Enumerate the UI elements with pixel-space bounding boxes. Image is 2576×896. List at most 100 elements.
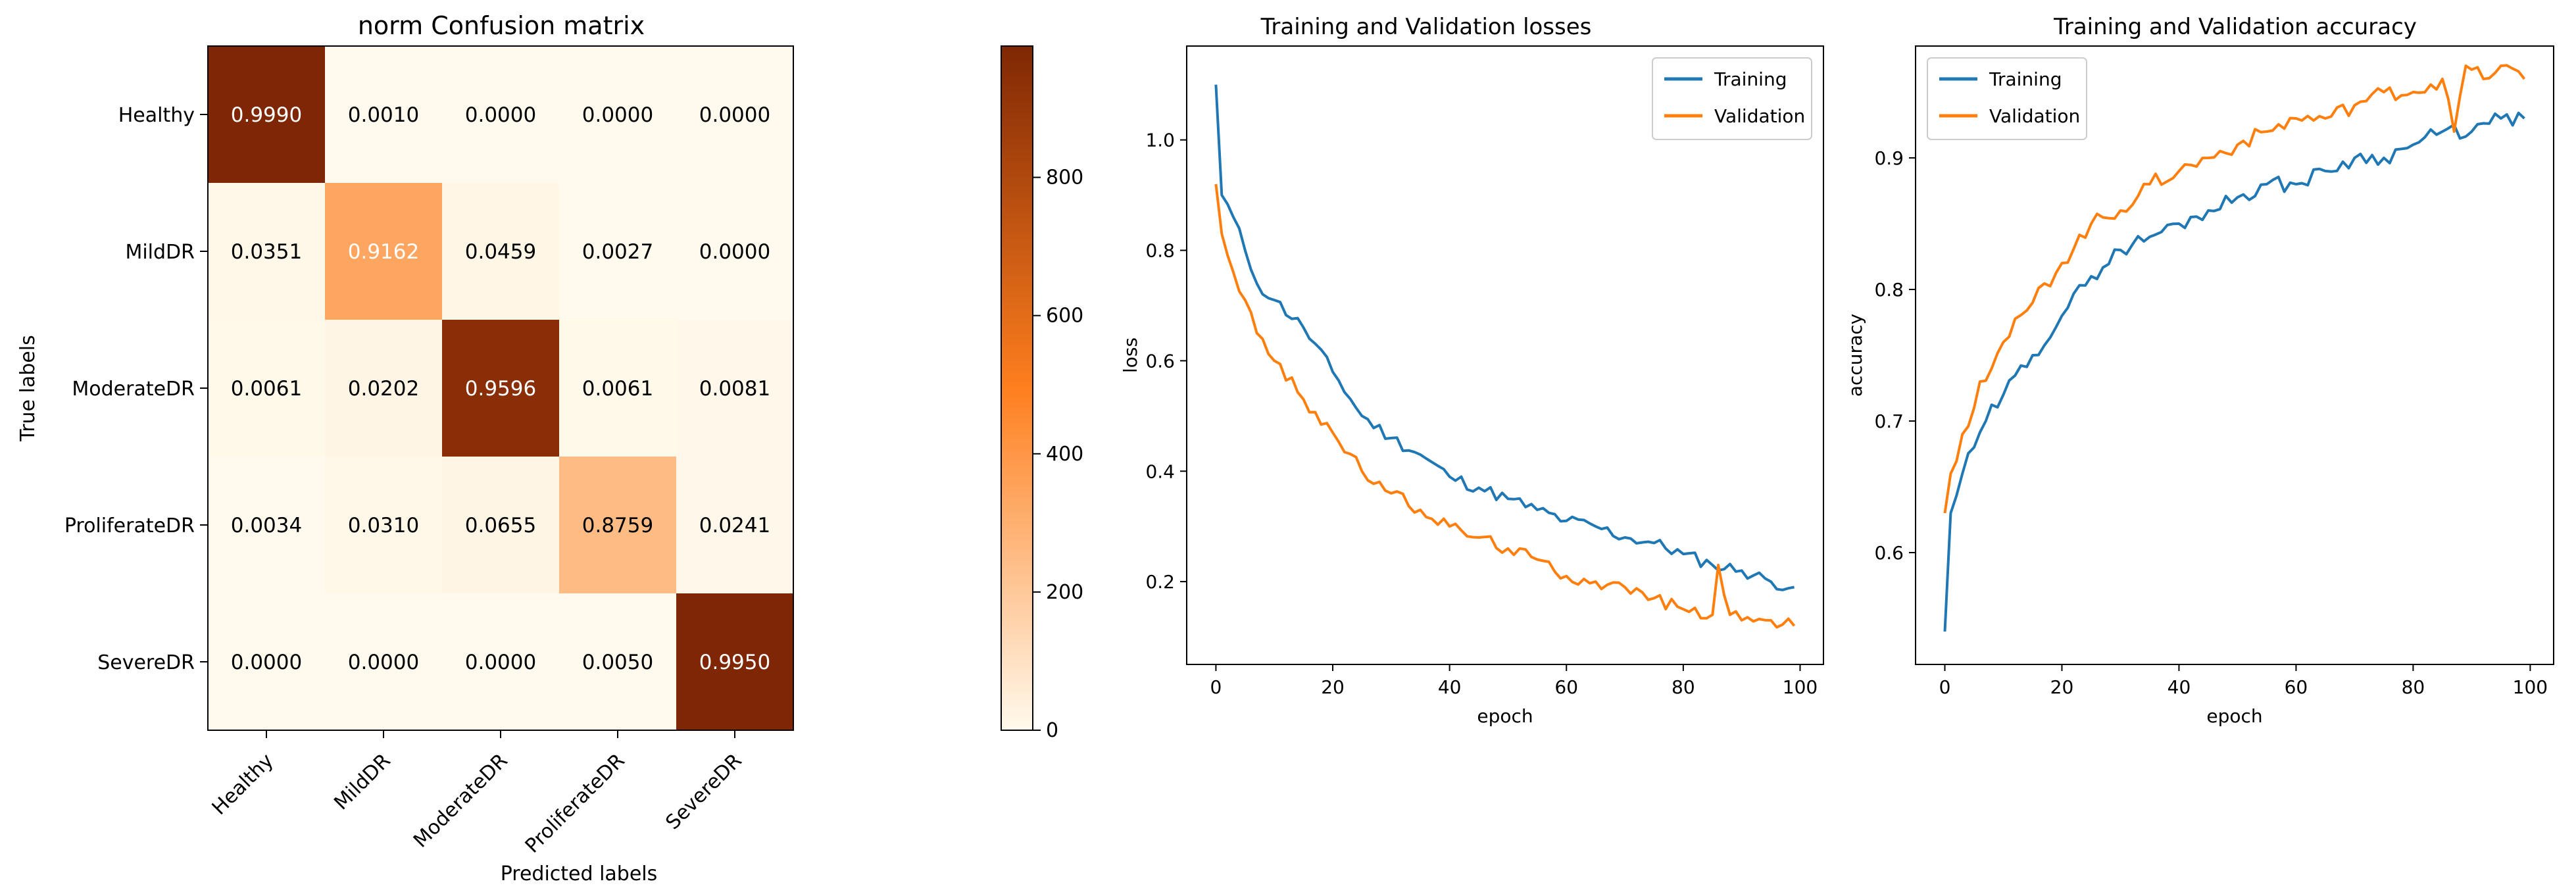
cm-cell-4-4 [676,593,794,731]
cm-cells: 0.9990 0.0010 0.0000 0.0000 0.0000 0.0351 0.91… [208,46,794,731]
accuracy-ticks: 0 20 40 60 80 100 0.6 0.7 0.8 0.9 [1874,147,2548,698]
cm-cell-2-3 [559,320,677,457]
accuracy-lines [1943,64,2526,632]
cm-colorbar-label: 600 [1046,305,1083,328]
accuracy-xtick-label: 20 [2050,676,2074,698]
acc-legend: Training Validation [1927,57,2087,140]
cm-ylabel: True labels [16,335,39,441]
acc-ylabel: accuracy [1845,314,1866,397]
cm-colorbar-ticks: 0 200 400 600 800 [1033,166,1083,742]
cm-cell-value-1-2: 0.0459 [465,240,536,264]
loss-xtick-label: 40 [1438,676,1462,698]
cm-col-label: MildDR [330,749,395,814]
cm-row-label: ModerateDR [72,378,195,401]
loss-ytick-label: 0.4 [1145,460,1175,482]
cm-cell-value-2-1: 0.0202 [348,377,419,401]
loss-xtick-label: 80 [1672,676,1695,698]
acc-title: Training and Validation accuracy [2053,14,2417,40]
cm-cell-2-0 [208,320,326,457]
cm-cell-3-4 [676,457,794,594]
accuracy-ytick-label: 0.7 [1874,411,1904,432]
cm-colorbar [1001,45,1033,731]
loss-ylabel: loss [1120,337,1141,373]
cm-cell-0-3 [559,46,677,184]
cm-cell-1-3 [559,183,677,320]
cm-cell-value-2-2: 0.9596 [465,377,536,401]
cm-cell-value-0-0: 0.9990 [231,103,302,127]
cm-cell-2-4 [676,320,794,457]
cm-cell-3-1 [325,457,443,594]
cm-row-label: MildDR [125,241,195,264]
cm-column-labels: Healthy MildDR ModerateDR ProliferateDR Seve… [208,730,747,858]
loss-panel: Training and Validation losses 0 20 40 60 80… [1120,14,1824,727]
acc-xlabel: epoch [2206,705,2262,727]
acc-legend-training-label: Training [1989,68,2062,90]
accuracy-ytick-label: 0.9 [1874,147,1904,169]
loss-xtick-label: 0 [1210,676,1222,698]
cm-cell-1-2 [442,183,560,320]
accuracy-line-training [1943,111,2525,632]
accuracy-xtick-label: 40 [2167,676,2191,698]
loss-title: Training and Validation losses [1260,14,1592,40]
cm-xlabel: Predicted labels [501,862,658,885]
cm-cell-3-2 [442,457,560,594]
cm-cell-4-3 [559,593,677,731]
cm-row-label: Healthy [118,104,195,127]
confusion-matrix-panel: norm Confusion matrix 0.9990 0.0010 0.0000… [16,11,1083,885]
cm-cell-4-2 [442,593,560,731]
loss-xtick-label: 20 [1321,676,1345,698]
cm-cell-value-3-1: 0.0310 [348,514,419,537]
cm-cell-value-0-2: 0.0000 [465,103,536,127]
accuracy-line-validation [1943,64,2526,514]
accuracy-xtick-label: 100 [2513,676,2548,698]
cm-cell-0-2 [442,46,560,184]
loss-xlabel: epoch [1477,705,1533,727]
cm-col-label: Healthy [208,749,278,820]
cm-cell-1-0 [208,183,326,320]
loss-xtick-label: 60 [1554,676,1578,698]
cm-row-label: SevereDR [97,651,195,674]
cm-col-label: ModerateDR [409,749,512,853]
cm-cell-4-1 [325,593,443,731]
cm-cell-value-2-0: 0.0061 [231,377,302,401]
loss-legend-validation-label: Validation [1714,105,1805,127]
cm-cell-0-4 [676,46,794,184]
cm-col-label: SevereDR [661,749,746,834]
loss-legend-training-label: Training [1714,68,1787,90]
cm-cell-value-1-3: 0.0027 [582,240,653,264]
cm-colorbar-label: 0 [1046,719,1058,742]
cm-title: norm Confusion matrix [358,11,645,40]
loss-ticks: 0 20 40 60 80 100 0.2 0.4 0.6 0.8 1.0 [1145,130,1818,698]
loss-line-training [1214,84,1795,591]
cm-cell-value-0-1: 0.0010 [348,103,419,127]
cm-colorbar-label: 200 [1046,581,1083,604]
cm-cell-value-4-3: 0.0050 [582,651,653,674]
cm-cell-value-1-1: 0.9162 [348,240,419,264]
cm-cell-4-0 [208,593,326,731]
loss-line-validation [1214,184,1796,629]
cm-cell-value-0-3: 0.0000 [582,103,653,127]
cm-cell-value-4-1: 0.0000 [348,651,419,674]
cm-cell-0-1 [325,46,443,184]
acc-legend-validation-label: Validation [1989,105,2080,127]
cm-cell-value-4-0: 0.0000 [231,651,302,674]
cm-col-label: ProliferateDR [521,749,630,858]
cm-cell-value-1-4: 0.0000 [699,240,770,264]
cm-cell-value-4-4: 0.9950 [699,651,770,674]
cm-cell-value-2-3: 0.0061 [582,377,653,401]
cm-colorbar-label: 400 [1046,443,1083,466]
loss-xtick-label: 100 [1783,676,1818,698]
accuracy-xtick-label: 80 [2402,676,2425,698]
loss-axes-frame [1186,45,1824,665]
cm-cell-value-2-4: 0.0081 [699,377,770,401]
cm-cell-value-0-4: 0.0000 [699,103,770,127]
loss-ytick-label: 0.8 [1145,240,1175,262]
cm-cell-value-1-0: 0.0351 [231,240,302,264]
cm-row-label: ProliferateDR [64,514,195,537]
cm-cell-2-1 [325,320,443,457]
loss-ytick-label: 0.2 [1145,571,1175,593]
cm-cell-2-2 [442,320,560,457]
accuracy-ytick-label: 0.6 [1874,542,1904,564]
loss-ytick-label: 1.0 [1145,130,1175,151]
